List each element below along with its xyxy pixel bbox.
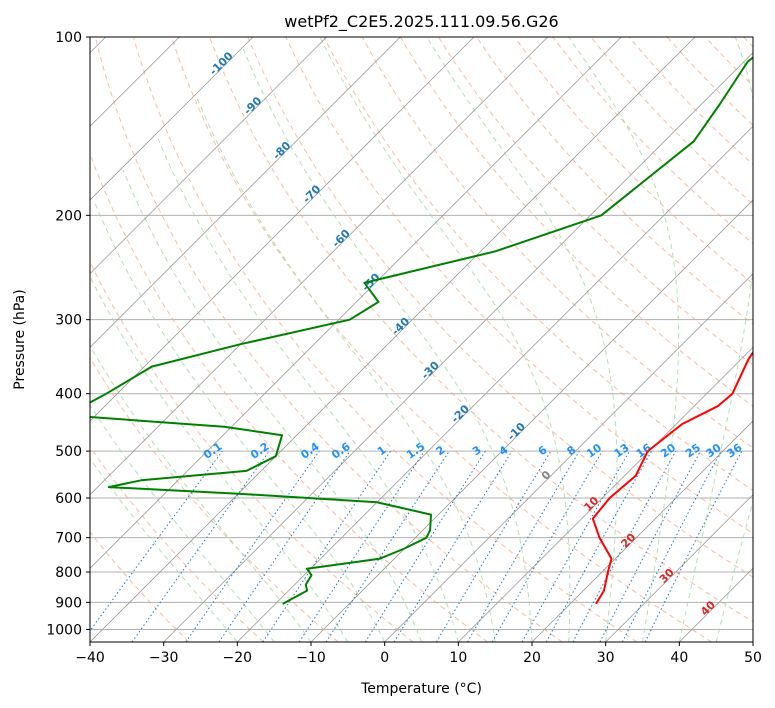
isotherm-line [310,199,753,642]
moist-adiabats [90,37,753,642]
x-tick-label: −40 [75,650,105,666]
x-tick-label: 0 [380,650,389,666]
x-tick-label: −20 [223,650,253,666]
x-tick-label: 30 [597,650,615,666]
x-tick-label: 50 [744,650,762,666]
isotherm-line [605,494,753,642]
y-tick-label: 100 [55,30,82,46]
y-tick-label: 400 [55,387,82,403]
isotherm-line [458,346,753,642]
isotherm-line [90,37,327,275]
plot-background [90,37,753,642]
mixing-ratio-line [185,450,320,642]
isotherm-line [90,37,475,422]
moist-adiabat-line [90,344,312,642]
x-tick-label: −10 [296,650,326,666]
dry-adiabat-line [90,356,339,642]
isotherm-line [90,37,401,348]
y-tick-label: 900 [55,595,82,611]
dry-adiabat-line [90,531,190,642]
mixing-ratio-line [467,450,580,642]
mixing-ratio-line [364,450,486,642]
mixing-ratio-line [491,450,603,642]
mixing-ratio-line [325,450,450,642]
y-tick-label: 800 [55,565,82,581]
moist-adiabat-line [568,37,680,642]
mixing-ratio-line [521,450,630,642]
mixing-ratio-line [131,450,270,642]
y-axis: 100 200 300 400 500 600 700 800 900 1000 [46,30,90,638]
x-axis: −40 −30 −20 −10 0 10 20 30 40 50 [75,642,762,666]
isotherm-line [90,37,548,496]
y-axis-title: Pressure (hPa) [12,289,28,389]
chart-title: wetPf2_C2E5.2025.111.09.56.G26 [284,12,558,32]
moist-adiabat-line [93,200,386,642]
y-tick-label: 1000 [46,622,82,638]
dry-adiabats [90,37,753,642]
mixing-ratio-line [572,450,677,642]
dewpoint-profile [90,56,753,605]
background-lines [90,37,753,642]
isotherm-line [752,641,753,642]
mixing-ratio-lines [90,450,743,642]
moist-adiabat-line [426,37,618,642]
mixing-ratio-line [545,450,653,642]
dry-adiabat-line [323,37,753,491]
y-tick-label: 600 [55,491,82,507]
plot-frame [89,36,754,643]
dry-adiabat-line [132,37,638,642]
isotherm-line [90,37,696,642]
mixing-ratio-line [90,450,223,632]
y-tick-label: 700 [55,531,82,547]
x-tick-label: 20 [523,650,541,666]
isotherm-line [531,420,753,642]
moist-adiabat-line [90,275,349,642]
isotherm-line [90,37,254,201]
isotherm-line [384,273,753,642]
dry-adiabat-line [247,37,753,578]
mixing-ratio-line [218,450,351,642]
isotherm-line [237,125,753,642]
dry-adiabat-line [437,37,753,366]
dry-adiabat-line [209,37,753,623]
mixing-ratio-line [435,450,552,642]
isotherm-line [90,37,622,569]
isotherm-line [163,52,753,642]
mixing-ratio-line [393,450,513,642]
profiles [90,56,753,605]
isotherms [90,37,753,642]
moist-adiabat-line [242,48,533,642]
moist-adiabat-line [678,37,753,642]
x-tick-label: −30 [149,650,179,666]
moist-adiabat-line [90,457,238,642]
temperature-profile [591,350,753,605]
dry-adiabat-line [94,37,563,642]
dry-adiabat-line [399,37,753,407]
moist-adiabat-line [195,94,496,642]
x-tick-label: 10 [449,650,467,666]
y-tick-label: 200 [55,208,82,224]
y-tick-label: 500 [55,444,82,460]
dry-adiabat-line [90,260,414,642]
moist-adiabat-line [156,136,459,642]
moist-adiabat-line [90,404,275,642]
x-axis-title: Temperature (°C) [360,681,482,697]
moist-adiabat-line [319,37,571,642]
x-tick-label: 40 [670,650,688,666]
dry-adiabat-line [285,37,753,535]
y-tick-label: 300 [55,313,82,329]
pressure-gridlines [90,36,753,630]
